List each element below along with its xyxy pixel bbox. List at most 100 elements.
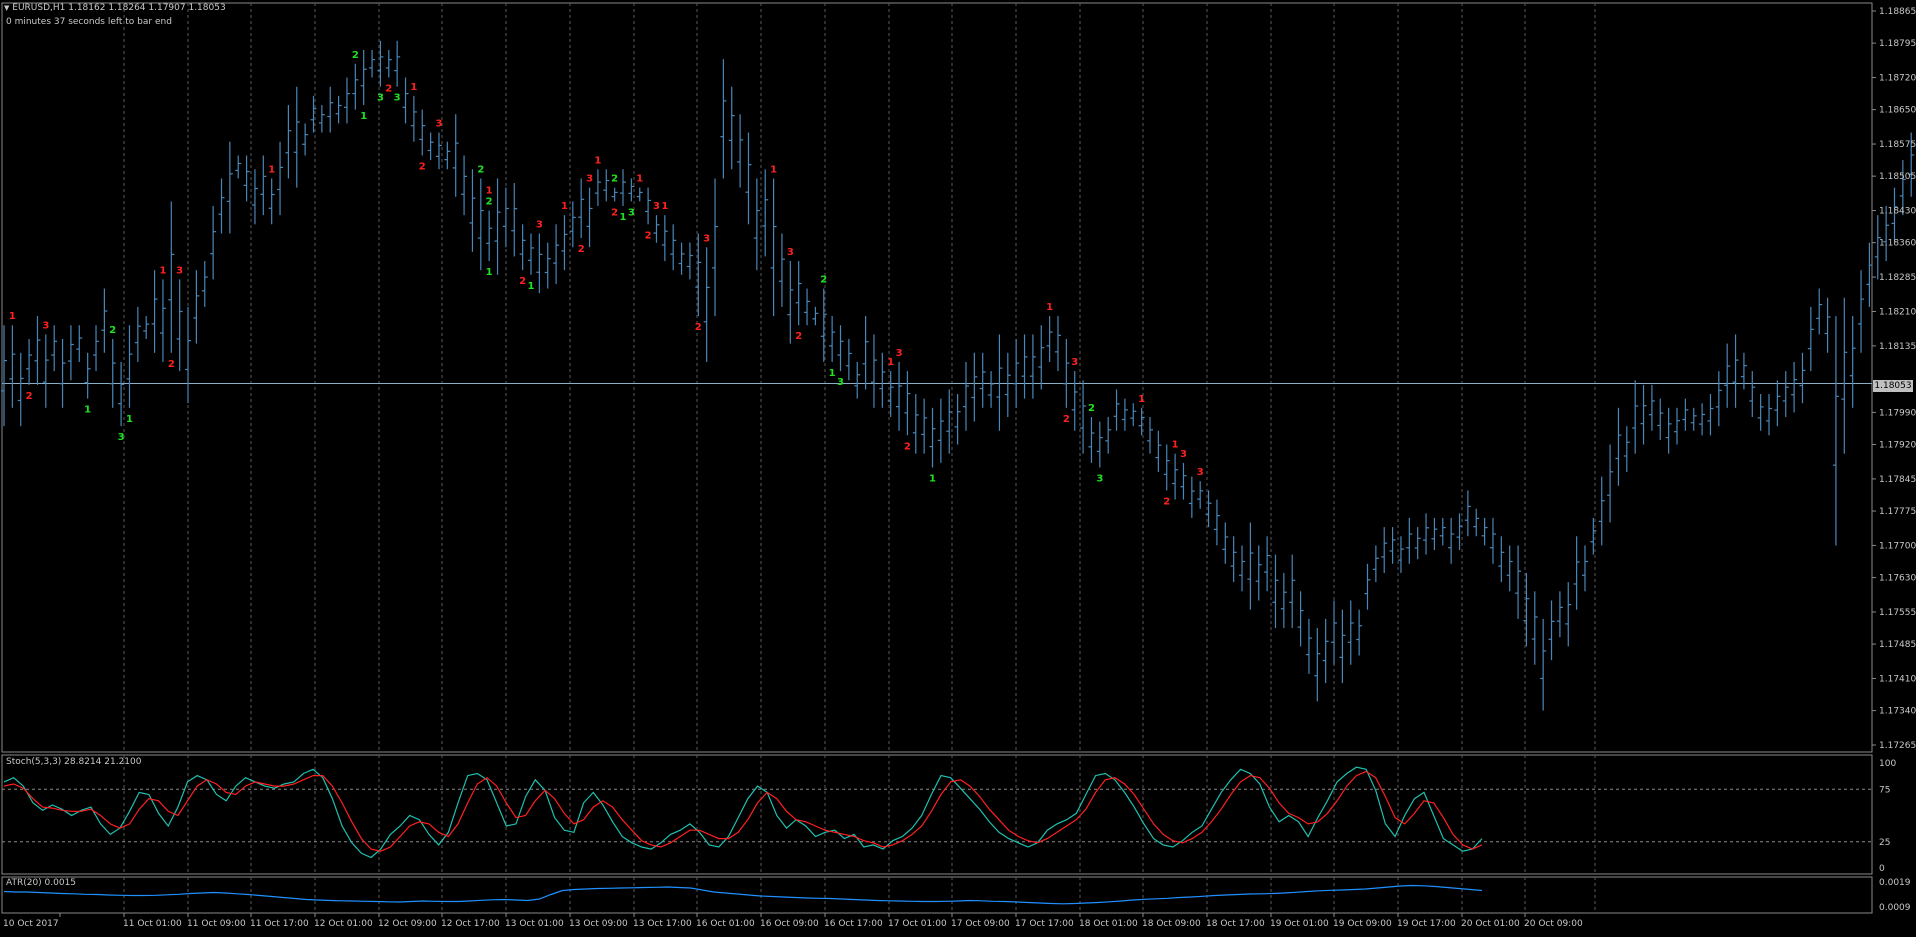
signal-label-green: 2 (820, 275, 827, 286)
signal-label-green: 2 (486, 197, 493, 208)
price-label: 1.17990 (1879, 408, 1916, 418)
price-bar (1548, 600, 1555, 661)
stoch-series-signal (3, 770, 1483, 852)
price-bar (402, 77, 409, 124)
signal-label-red: 2 (645, 230, 652, 241)
price-bar (210, 205, 217, 280)
price-bar (929, 407, 936, 468)
time-label: 13 Oct 17:00 (633, 919, 692, 929)
signal-label-red: 3 (1180, 449, 1187, 460)
price-bar (1891, 187, 1898, 243)
signal-label-red: 3 (787, 247, 794, 258)
price-label: 1.18795 (1879, 39, 1916, 49)
price-bar (1699, 403, 1706, 436)
grid-lines (2, 3, 1872, 913)
chart-menu-triangle-icon[interactable]: ▼ (4, 4, 10, 12)
price-label: 1.17485 (1879, 640, 1916, 650)
price-bar (1623, 426, 1630, 473)
signal-label-red: 1 (636, 174, 643, 185)
signal-label-red: 1 (9, 311, 16, 322)
price-bar (921, 398, 928, 454)
price-bar (1665, 407, 1672, 454)
price-bar (1523, 572, 1530, 647)
time-label: 12 Oct 09:00 (378, 919, 437, 929)
price-bar (1883, 205, 1890, 262)
price-bar (1791, 361, 1798, 413)
price-bar (486, 210, 493, 262)
price-bar (1832, 316, 1839, 546)
signal-label-red: 1 (410, 82, 417, 93)
price-bar (293, 86, 300, 188)
time-label: 16 Oct 17:00 (824, 919, 883, 929)
time-label: 10 Oct 2017 (3, 919, 59, 929)
signal-label-red: 1 (486, 186, 493, 197)
price-bar (268, 178, 275, 225)
price-bar (561, 215, 568, 271)
atr-level-label: 0.0009 (1879, 903, 1911, 913)
signal-label-red: 1 (661, 201, 668, 212)
price-bar (1004, 352, 1011, 417)
price-bar (645, 187, 652, 225)
price-bar (737, 114, 744, 188)
price-bar (76, 325, 83, 362)
price-bar (728, 86, 735, 170)
price-bar (84, 352, 91, 399)
price-bar (34, 316, 41, 385)
price-bar (1063, 339, 1070, 408)
signal-label-red: 1 (561, 201, 568, 212)
price-bar (410, 95, 417, 142)
price-label: 1.18430 (1879, 207, 1916, 217)
price-bar (778, 233, 785, 307)
price-bar (59, 339, 66, 408)
price-bar (636, 187, 643, 202)
price-bar (101, 288, 108, 353)
signal-label-red: 3 (435, 119, 442, 130)
signal-label-green: 1 (829, 368, 836, 379)
price-bar (260, 155, 267, 216)
price-bar (51, 325, 58, 372)
current-price-tag: 1.18053 (1873, 380, 1913, 392)
price-bar (1372, 545, 1379, 583)
price-bar (1314, 628, 1321, 702)
atr-title: ATR(20) 0.0015 (6, 878, 77, 888)
signal-label-red: 1 (1138, 394, 1145, 405)
price-bar (1799, 352, 1806, 404)
price-label: 1.17555 (1879, 608, 1916, 618)
price-bar (1105, 416, 1112, 454)
stoch-level-label: 100 (1879, 759, 1896, 769)
price-bar (369, 49, 376, 78)
signal-label-red: 2 (795, 331, 802, 342)
price-bar (1866, 242, 1873, 307)
price-bar (151, 270, 158, 353)
price-bar (1046, 316, 1053, 362)
price-bar (1431, 517, 1438, 551)
price-bar (67, 325, 74, 381)
price-bar (176, 279, 183, 372)
price-bar (143, 316, 150, 340)
symbol-info: EURUSD,H1 1.18162 1.18264 1.17907 1.1805… (12, 3, 226, 13)
price-bar (1013, 339, 1020, 408)
signal-label-green: 1 (929, 473, 936, 484)
price-bar (360, 49, 367, 106)
price-bar (1356, 609, 1363, 656)
price-label: 1.18505 (1879, 172, 1916, 182)
price-label: 1.18285 (1879, 273, 1916, 283)
price-bar (594, 169, 601, 206)
time-label: 16 Oct 01:00 (696, 919, 755, 929)
price-bar (1506, 545, 1513, 592)
price-bar (93, 325, 100, 372)
panel-frame-1 (1, 754, 1873, 875)
price-bar (1230, 536, 1237, 583)
time-label: 20 Oct 09:00 (1524, 919, 1583, 929)
price-bar (1674, 407, 1680, 445)
price-bar (1297, 591, 1304, 647)
price-bar (996, 334, 1003, 431)
price-bar (854, 361, 861, 399)
signal-label-red: 2 (1063, 414, 1070, 425)
price-bar (762, 169, 769, 257)
price-bar (653, 215, 660, 243)
price-bar (185, 306, 192, 404)
signal-label-red: 1 (594, 155, 601, 166)
